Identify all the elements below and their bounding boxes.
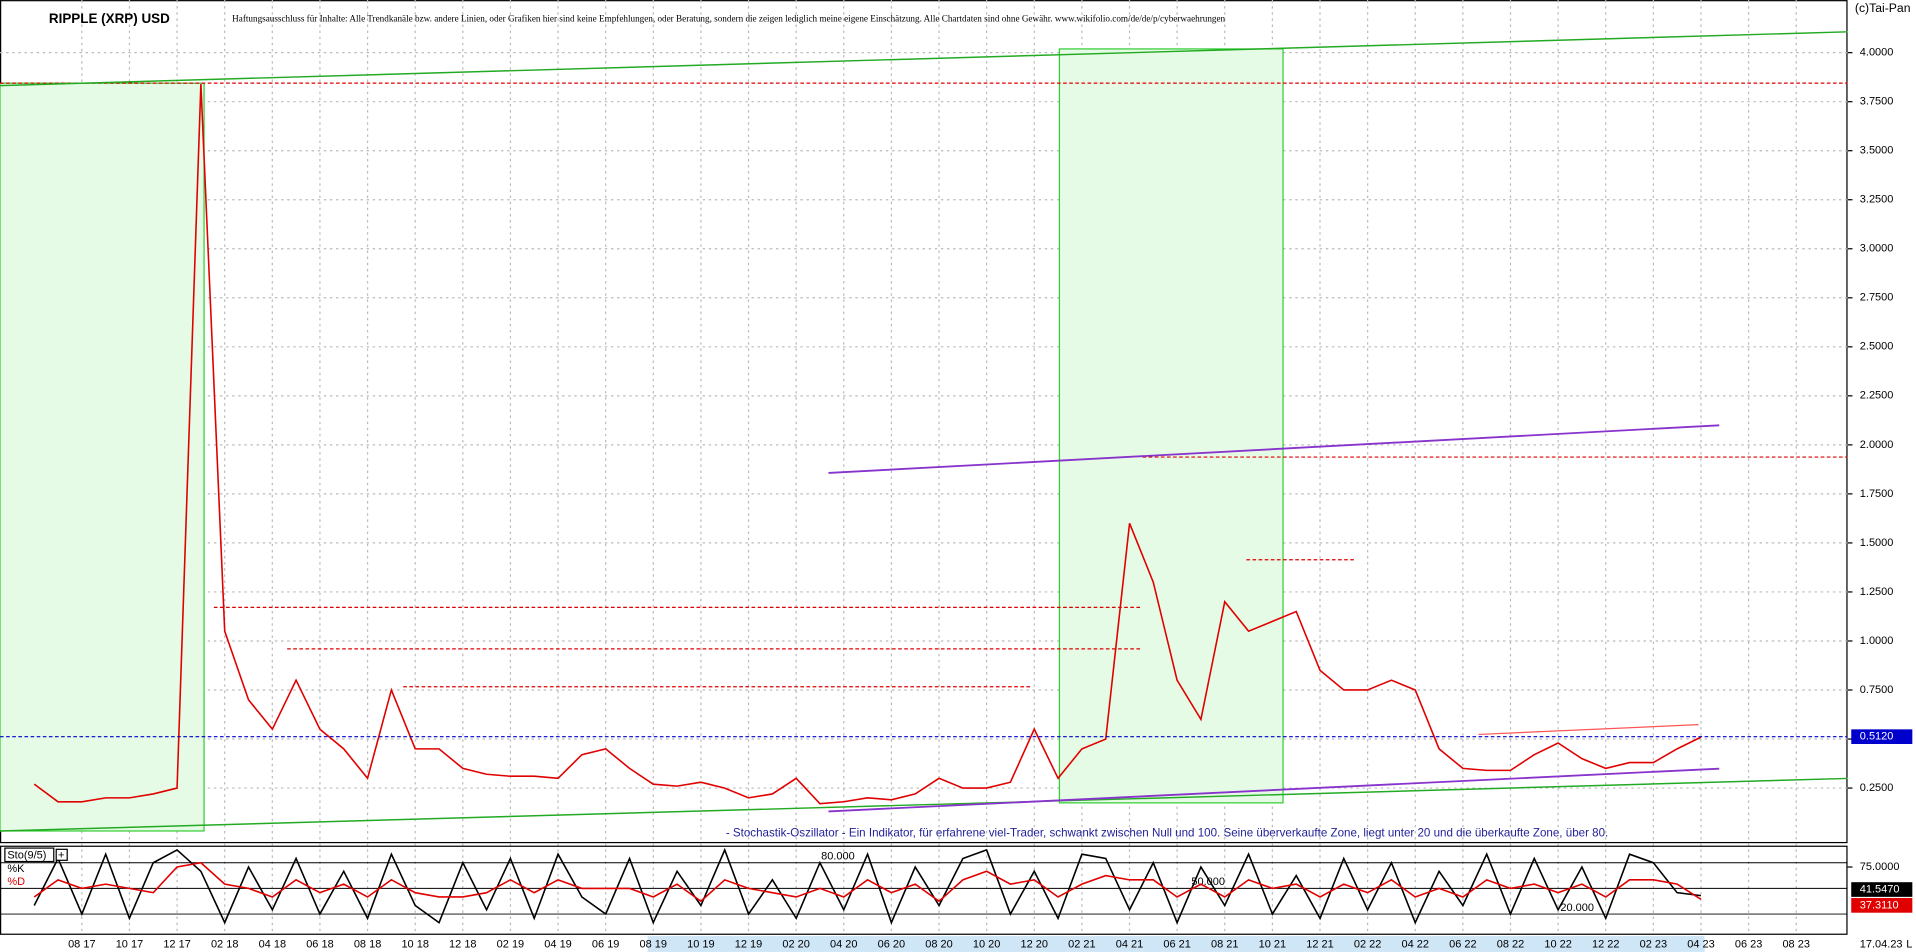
- indicator-caption: - Stochastik-Oszillator - Ein Indikator,…: [726, 826, 1608, 839]
- series-line: [33, 847, 1702, 925]
- x-tick-label: 04 22: [1401, 939, 1429, 951]
- x-tick-label: 06 20: [878, 939, 906, 951]
- y-tick-label: 0.2500: [1860, 782, 1894, 794]
- x-tick-label: 08 22: [1497, 939, 1525, 951]
- y-tick-label: 1.2500: [1860, 586, 1894, 598]
- trend-line: [0, 777, 1848, 832]
- x-tick-label: 06 19: [592, 939, 620, 951]
- last-value-label: 41.5470: [1860, 883, 1900, 895]
- x-tick-label: 10 21: [1259, 939, 1287, 951]
- x-tick-label: 12 21: [1306, 939, 1334, 951]
- x-tick-label: 08 18: [354, 939, 382, 951]
- level-label: 80.000: [821, 851, 855, 863]
- x-tick-label: 04 21: [1116, 939, 1144, 951]
- y-tick-label: 1.7500: [1860, 488, 1894, 500]
- x-tick-label: 04 18: [259, 939, 287, 951]
- y-tick-label: 2.0000: [1860, 439, 1894, 451]
- x-tick-label: 08 20: [925, 939, 953, 951]
- y-tick-label: 75.0000: [1860, 861, 1900, 873]
- grid: [0, 0, 1853, 935]
- x-tick-label: 12 18: [449, 939, 477, 951]
- trend-line: [0, 31, 1848, 87]
- y-tick-label: 2.2500: [1860, 390, 1894, 402]
- x-tick-label: 12 17: [163, 939, 191, 951]
- level-label: 20.000: [1560, 902, 1594, 914]
- x-tick-label: 10 22: [1544, 939, 1572, 951]
- x-tick-label: 12 19: [735, 939, 763, 951]
- x-tick-label: 04 20: [830, 939, 858, 951]
- level-label: 50.000: [1191, 876, 1225, 888]
- y-tick-label: 1.5000: [1860, 537, 1894, 549]
- y-tick-label: 3.2500: [1860, 194, 1894, 206]
- y-tick-label: 1.0000: [1860, 635, 1894, 647]
- x-tick-label: 08 19: [640, 939, 668, 951]
- scale-mode[interactable]: L: [1906, 939, 1912, 951]
- y-tick-label: 0.7500: [1860, 684, 1894, 696]
- x-tick-label: 12 22: [1592, 939, 1620, 951]
- x-tick-label: 10 19: [687, 939, 715, 951]
- x-tick-label: 04 23: [1687, 939, 1715, 951]
- indicator-title: Sto(9/5): [7, 849, 46, 861]
- y-tick-label: 3.0000: [1860, 243, 1894, 255]
- trend-line: [828, 767, 1720, 813]
- y-tick-label: 2.7500: [1860, 292, 1894, 304]
- series-line: [33, 83, 1702, 805]
- x-tick-label: 10 18: [401, 939, 429, 951]
- add-button[interactable]: [55, 848, 68, 861]
- y-tick-label: 2.5000: [1860, 341, 1894, 353]
- indicator-frame: [0, 845, 1848, 935]
- legend-entry: %K: [7, 863, 25, 875]
- y-tick-label: 3.5000: [1860, 145, 1894, 157]
- trend-line: [828, 424, 1720, 474]
- series-line: [33, 861, 1702, 903]
- last-value-box: [1851, 882, 1913, 897]
- last-price-box: [1851, 729, 1913, 745]
- add-button-icon: +: [58, 849, 64, 861]
- x-tick-label: 08 17: [68, 939, 96, 951]
- indicator-legend-box: [4, 847, 55, 863]
- last-value-label: 37.3110: [1860, 899, 1899, 911]
- disclaimer: Haftungsausschluss für Inhalte: Alle Tre…: [232, 14, 1225, 24]
- x-tick-label: 06 23: [1735, 939, 1763, 951]
- x-tick-label: 10 17: [116, 939, 144, 951]
- x-tick-label: 06 22: [1449, 939, 1477, 951]
- x-tick-label: 10 20: [973, 939, 1001, 951]
- zone-box: [1058, 48, 1284, 804]
- y-tick-label: 3.7500: [1860, 96, 1894, 108]
- last-price-label: 0.5120: [1860, 731, 1894, 743]
- x-tick-label: 08 23: [1782, 939, 1810, 951]
- x-tick-label: 02 21: [1068, 939, 1096, 951]
- y-tick-label: 4.0000: [1860, 47, 1894, 59]
- x-tick-label: 12 20: [1021, 939, 1049, 951]
- x-tick-label: 06 21: [1163, 939, 1191, 951]
- x-tick-label: 02 23: [1640, 939, 1668, 951]
- axis-highlight: [647, 936, 1705, 952]
- plot: 0.25000.50000.75001.00001.25001.50001.75…: [0, 47, 1913, 951]
- x-tick-label: 02 22: [1354, 939, 1382, 951]
- x-tick-label: 06 18: [306, 939, 334, 951]
- zone-box: [0, 82, 205, 832]
- trend-line: [1478, 724, 1699, 736]
- chart-title: RIPPLE (XRP) USD: [49, 11, 170, 26]
- x-tick-label: 02 18: [211, 939, 239, 951]
- last-value-box: [1851, 898, 1913, 913]
- x-tick-label: 04 19: [544, 939, 572, 951]
- legend-entry: %D: [7, 876, 25, 888]
- source: (c)Tai-Pan: [1855, 1, 1911, 15]
- x-tick-label: 02 19: [497, 939, 525, 951]
- x-tick-label: 02 20: [782, 939, 810, 951]
- date-label: 17.04.23: [1860, 939, 1903, 951]
- x-tick-label: 08 21: [1211, 939, 1239, 951]
